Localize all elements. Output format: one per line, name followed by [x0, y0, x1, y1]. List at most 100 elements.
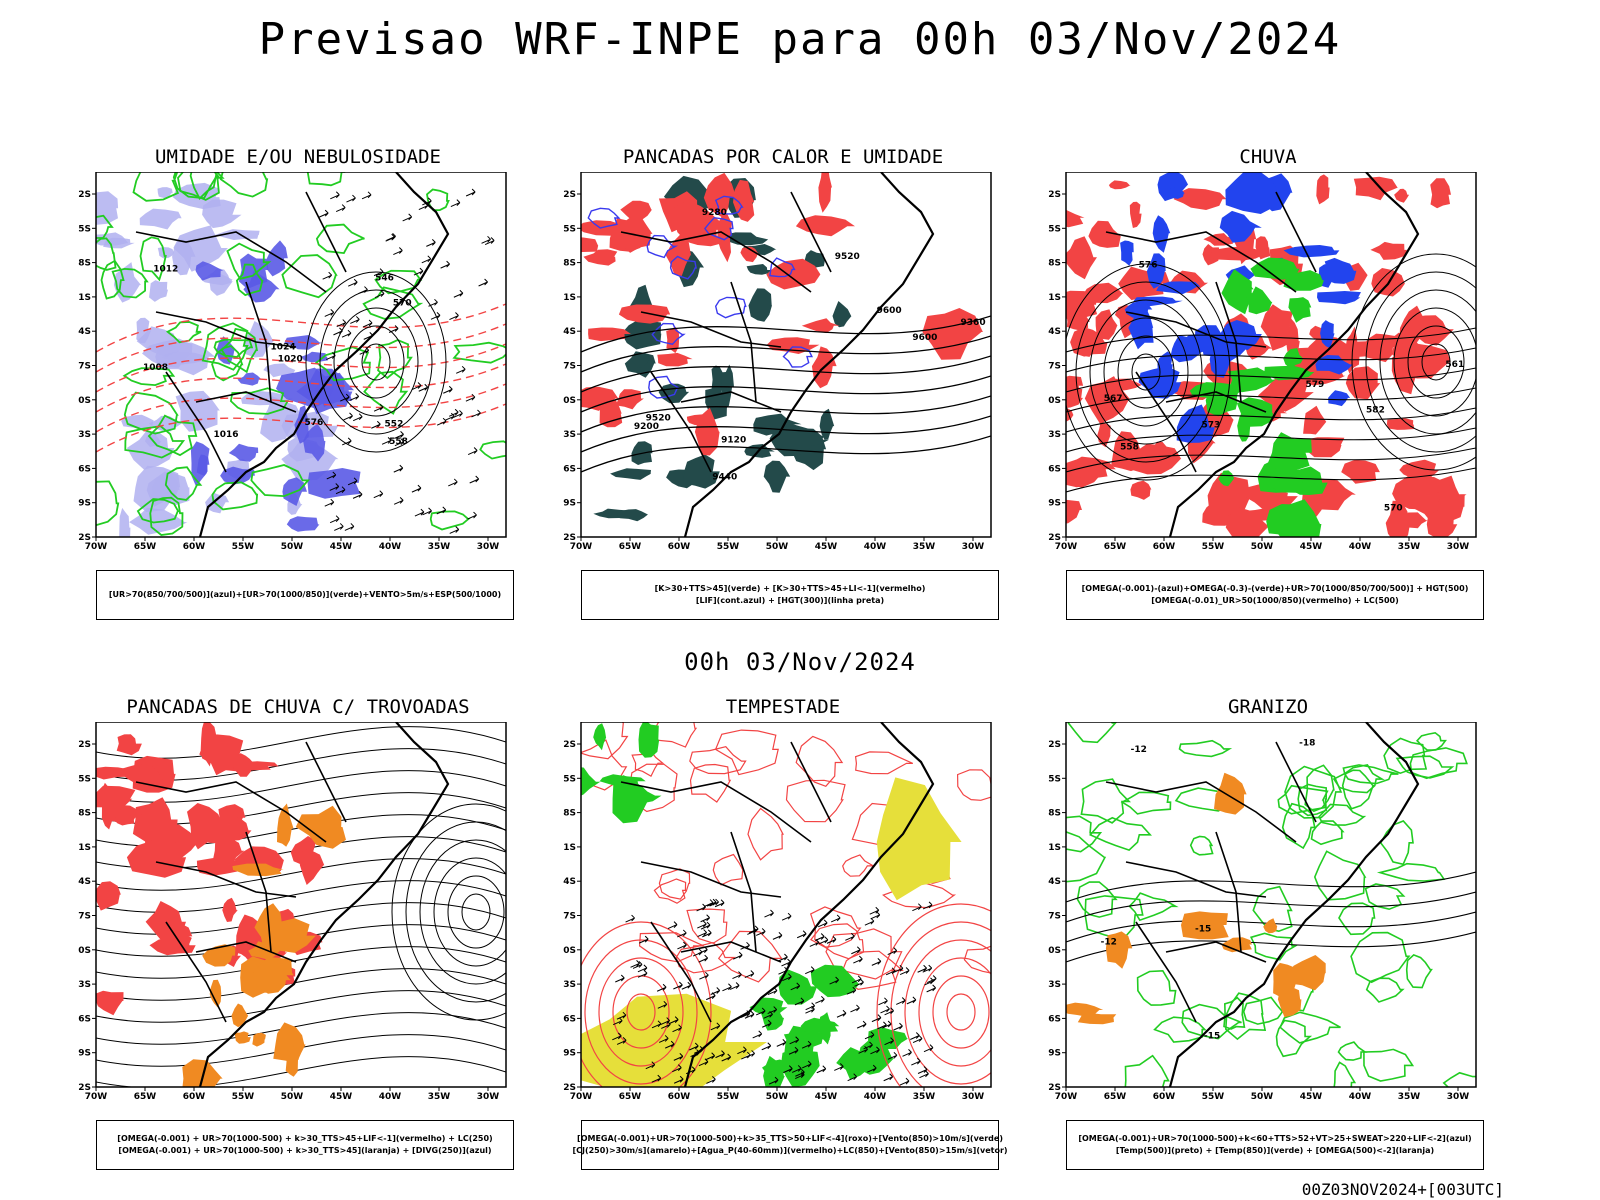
lat-tick-label: 36S	[563, 464, 576, 474]
wind-vector	[637, 969, 648, 978]
wind-vector	[440, 260, 450, 269]
field-blob	[801, 318, 840, 334]
field-blob	[746, 264, 773, 275]
state-border	[155, 311, 297, 348]
field-blob	[1080, 282, 1124, 304]
map-chuva: 576 573 570 567 561 558 579 582 12S 15S 18S 21S 24S 2…	[1048, 172, 1477, 552]
wind-vector	[322, 271, 333, 280]
lc-contour	[658, 868, 691, 900]
wind-vector	[755, 1007, 766, 1016]
wind-vector	[371, 420, 381, 429]
wind-vector	[926, 975, 937, 983]
field-blob	[213, 836, 245, 865]
lif-contour	[714, 195, 744, 215]
lat-tick-label: 27S	[563, 362, 576, 372]
field-blob	[740, 246, 759, 263]
lat-tick-label: 36S	[1048, 1014, 1061, 1024]
field-blob	[1181, 911, 1229, 940]
wind-vector	[709, 898, 719, 907]
temp850-contour	[1442, 1071, 1476, 1087]
field-blob	[1344, 341, 1383, 357]
wind-vector	[816, 1065, 827, 1074]
wind-vector	[703, 899, 714, 908]
field-blob	[121, 414, 155, 430]
field-blob	[832, 301, 852, 328]
lc-contour	[581, 722, 629, 760]
lon-tick-label: 65W	[619, 1092, 642, 1102]
field-blob	[1105, 931, 1133, 969]
lon-tick-label: 55W	[1202, 1092, 1225, 1102]
panel-pancadas-trovoadas: PANCADAS DE CHUVA C/ TROVOADAS 12S 15S 18S…	[78, 696, 518, 1170]
temp850-contour	[1275, 1019, 1313, 1058]
lat-tick-label: 27S	[1048, 362, 1061, 372]
legend-line: [CJ(250)>30m/s](amarelo)+[Agua_P(40-60mm…	[572, 1146, 1008, 1155]
coastline	[1168, 172, 1420, 537]
map-field-layer	[581, 722, 991, 1087]
lon-tick-label: 60W	[1153, 542, 1176, 552]
wind-vector	[702, 929, 712, 938]
field-blob	[1328, 390, 1351, 407]
lat-tick-label: 12S	[78, 190, 91, 200]
temp850-contour	[1120, 791, 1172, 815]
isoline	[581, 335, 991, 373]
temp850-contour	[1181, 1003, 1242, 1040]
wind-vector	[899, 1077, 910, 1086]
state-border	[640, 311, 782, 348]
wind-vector	[630, 959, 640, 968]
field-blob	[121, 763, 164, 784]
wind-vector	[361, 191, 372, 200]
streamline	[96, 1012, 506, 1045]
field-blob	[1225, 172, 1278, 214]
wind-vector	[465, 393, 476, 402]
field-blob	[1320, 320, 1335, 349]
lat-tick-label: 24S	[563, 877, 576, 887]
streamline	[96, 990, 506, 1023]
state-border	[1135, 371, 1197, 473]
lif-contour	[704, 216, 734, 241]
state-border	[1215, 831, 1242, 953]
wind-vector	[411, 484, 422, 493]
streamline	[96, 902, 506, 935]
state-border	[305, 191, 347, 273]
field-blob	[783, 1030, 831, 1048]
wind-vector	[341, 329, 352, 338]
field-blob	[836, 1047, 875, 1080]
wind-vector	[672, 1024, 682, 1033]
contour-label: 561	[1445, 360, 1464, 370]
wind-vector	[715, 1050, 725, 1059]
map-field-layer: 576 573 570 567 561 558 579 582	[1066, 172, 1476, 537]
lat-tick-label: 18S	[78, 259, 91, 269]
state-border	[1125, 311, 1267, 348]
field-blob	[1426, 508, 1458, 537]
closed-isoline	[1131, 353, 1161, 391]
lc-contour	[581, 739, 628, 791]
legend-box: [OMEGA(-0.001)+UR>70(1000-500)+k>35_TTS>…	[572, 1120, 1008, 1170]
lif-contour	[714, 296, 747, 319]
wind-vector	[761, 1042, 772, 1051]
contour-label: 9520	[835, 252, 860, 262]
field-blob	[96, 990, 124, 1016]
contour-label: 576	[1139, 260, 1158, 270]
field-blob	[1221, 937, 1252, 953]
wind-vector	[899, 967, 910, 975]
wind-vector	[453, 410, 463, 418]
temp850-contour	[1136, 969, 1177, 1006]
legend-line: [K>30+TTS>45](verde) + [K>30+TTS>45+LI<-…	[654, 584, 926, 593]
field-blob	[610, 468, 652, 480]
lc-contour	[689, 746, 747, 775]
field-blob	[1386, 418, 1415, 430]
lon-tick-label: 30W	[1447, 542, 1470, 552]
lc-contour	[631, 750, 665, 778]
lat-tick-label: 21S	[563, 293, 576, 303]
lat-tick-label: 42S	[563, 533, 576, 543]
state-border	[195, 391, 297, 413]
panel-granizo: GRANIZO -12 -15 -18 -12 -15 12S 15S 18S 21S 24S 27…	[1048, 696, 1488, 1170]
wind-vector	[737, 1046, 747, 1055]
wind-vector	[700, 921, 711, 930]
lc-contour	[956, 769, 991, 801]
contour-label: 1020	[278, 354, 303, 364]
lat-tick-label: 18S	[1048, 809, 1061, 819]
closed-isoline	[1365, 271, 1476, 453]
contour-label: 9600	[912, 333, 937, 343]
closed-isoline	[433, 857, 506, 967]
